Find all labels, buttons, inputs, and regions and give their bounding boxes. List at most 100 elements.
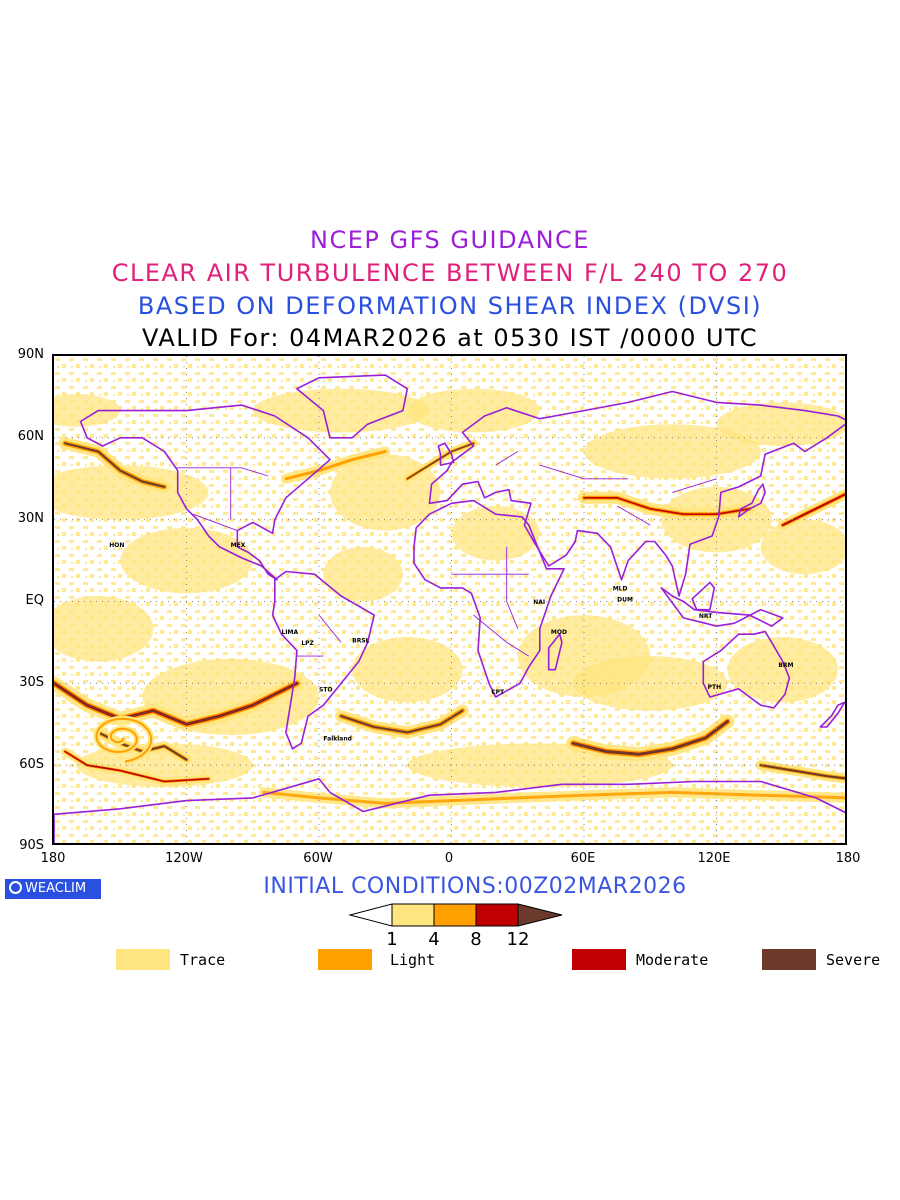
lon-label-0: 0 <box>444 851 454 866</box>
country-border <box>672 478 717 493</box>
trace-patch <box>407 388 540 433</box>
country-border <box>318 614 342 643</box>
lat-label-90s: 90S <box>19 838 44 853</box>
trace-patch <box>54 394 121 427</box>
weaclim-text: WEACLIM <box>25 881 87 896</box>
trace-patch <box>352 636 463 703</box>
title-line-3: BASED ON DEFORMATION SHEAR INDEX (DVSI) <box>137 292 763 320</box>
station-label: MEX <box>231 542 246 549</box>
station-label: MOD <box>551 629 567 636</box>
lat-label-60n: 60N <box>17 429 44 444</box>
station-label: NAI <box>533 599 545 606</box>
lat-label-60s: 60S <box>19 757 44 772</box>
lon-label-180w: 180 <box>40 851 66 866</box>
station-label: STO <box>319 687 333 694</box>
colorbar-low-arrow <box>348 903 393 927</box>
colorbar-moderate <box>475 903 519 927</box>
trace-patch <box>252 388 430 433</box>
coastline-eurasia <box>428 390 845 597</box>
coastline-australia <box>702 630 791 709</box>
trace-patch <box>727 636 838 703</box>
coastline-greenland <box>296 374 409 439</box>
spiral-light <box>95 717 153 763</box>
trace-patch <box>760 519 845 575</box>
coastline-borneo <box>691 581 716 611</box>
legend-label-severe: Severe <box>826 951 881 969</box>
jet-streak-north-atlantic <box>284 450 387 481</box>
station-label: LPZ <box>301 640 314 647</box>
legend-label-trace: Trace <box>180 951 226 969</box>
jet-streak-south-atlantic <box>340 709 464 734</box>
lat-label-30s: 30S <box>19 675 44 690</box>
colorbar-tick-4: 4 <box>428 929 440 950</box>
colorbar-severe-arrow <box>517 903 563 927</box>
station-label: HON <box>109 542 124 549</box>
trace-patch <box>54 596 154 662</box>
jet-streak-japan <box>781 493 845 527</box>
country-border <box>473 614 530 657</box>
station-label: MLD <box>613 586 628 593</box>
coastline-antarctica <box>54 778 845 843</box>
country-border <box>495 451 519 466</box>
lon-label-120e: 120E <box>697 851 731 866</box>
turbulence-fields <box>54 356 845 843</box>
trace-patch <box>584 424 761 479</box>
station-label: LIMA <box>281 629 298 636</box>
jet-streak-southern-ocean <box>64 750 210 783</box>
trace-patch <box>323 546 403 602</box>
colorbar-tick-8: 8 <box>470 929 482 950</box>
valid-time-line: VALID For: 04MAR2026 at 0530 IST /0000 U… <box>141 324 759 352</box>
station-label: CPT <box>491 689 505 696</box>
jet-streak-se-pacific <box>759 764 845 780</box>
colorbar <box>348 903 563 927</box>
colorbar-trace <box>391 903 435 927</box>
colorbar-light <box>433 903 477 927</box>
weaclim-logo: WEACLIM <box>5 879 101 899</box>
legend-swatch-severe <box>762 949 816 970</box>
logo-circle-icon <box>9 881 22 894</box>
station-label: BRM <box>778 662 793 669</box>
lon-label-180e: 180 <box>835 851 861 866</box>
trace-patch <box>54 465 209 520</box>
station-label: Falkland <box>323 736 352 743</box>
coastline-indonesia <box>660 587 784 627</box>
coastline-south-america <box>271 570 375 750</box>
title-line-2: CLEAR AIR TURBULENCE BETWEEN F/L 240 TO … <box>111 259 789 287</box>
graticule <box>54 356 845 843</box>
legend-swatch-moderate <box>572 949 626 970</box>
lat-label-eq: EQ <box>25 593 44 608</box>
station-label: BRSL <box>352 637 370 644</box>
station-label: NRT <box>699 613 713 620</box>
jet-streak-north-pacific <box>64 442 166 488</box>
country-border <box>506 546 519 629</box>
coastline-africa <box>413 499 565 698</box>
trace-patch <box>451 506 540 561</box>
jet-streak-antarctic <box>262 790 845 805</box>
station-label: PTH <box>708 684 722 691</box>
coastline-japan <box>737 483 766 518</box>
legend-label-moderate: Moderate <box>636 951 709 969</box>
station-label: DUM <box>617 597 633 604</box>
coastlines <box>54 374 845 843</box>
country-border <box>192 513 238 532</box>
coastline-madagascar <box>547 633 563 671</box>
jet-streak-subtropical-asia <box>583 497 751 515</box>
jet-streak-indian-ocean <box>571 720 729 756</box>
trace-patch <box>716 402 845 447</box>
coastline-new-zealand <box>819 701 845 728</box>
trace-patch <box>572 656 728 711</box>
legend-swatch-light <box>318 949 372 970</box>
legend-label-light: Light <box>390 951 436 969</box>
title-line-1: NCEP GFS GUIDANCE <box>310 226 590 254</box>
lat-label-90n: 90N <box>17 347 44 362</box>
lat-label-30n: 30N <box>17 511 44 526</box>
colorbar-tick-1: 1 <box>386 929 398 950</box>
country-border <box>616 505 651 526</box>
initial-conditions: INITIAL CONDITIONS:00Z02MAR2026 <box>263 874 687 899</box>
lon-label-120w: 120W <box>165 851 203 866</box>
country-border <box>175 467 269 477</box>
lon-label-60e: 60E <box>570 851 596 866</box>
coastline-north-america <box>79 404 331 581</box>
